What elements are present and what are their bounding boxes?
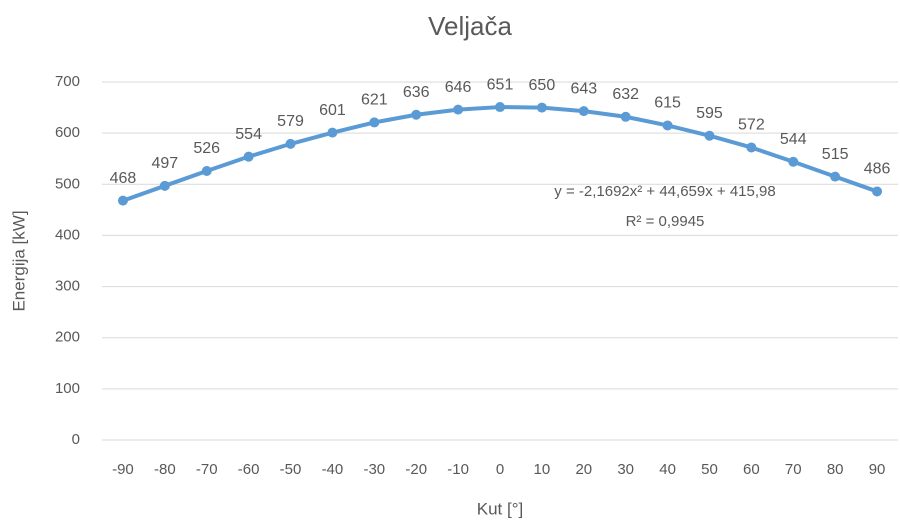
x-tick-label: -30 [363, 461, 385, 478]
x-tick-label: -50 [280, 461, 302, 478]
r-squared: R² = 0,9945 [626, 213, 705, 230]
data-point [872, 186, 883, 197]
data-label: 526 [193, 140, 220, 157]
data-point [704, 130, 715, 141]
data-label: 572 [738, 117, 765, 134]
data-label: 554 [235, 126, 262, 143]
data-label: 615 [654, 95, 681, 112]
x-tick-label: 20 [575, 461, 592, 478]
x-tick-label: 10 [534, 461, 551, 478]
x-tick-label: -60 [238, 461, 260, 478]
data-point [788, 156, 799, 167]
data-label: 486 [864, 161, 891, 178]
x-tick-label: 80 [827, 461, 844, 478]
x-tick-label: -70 [196, 461, 218, 478]
x-tick-label: 40 [659, 461, 676, 478]
y-tick-label: 100 [55, 380, 80, 397]
chart-title: Veljača [428, 11, 512, 41]
data-label: 636 [403, 84, 430, 101]
x-tick-label: 90 [869, 461, 886, 478]
x-tick-label: 50 [701, 461, 718, 478]
y-tick-label: 500 [55, 175, 80, 192]
y-tick-label: 200 [55, 329, 80, 346]
data-label: 646 [445, 79, 472, 96]
data-label: 650 [529, 77, 556, 94]
data-label: 632 [612, 86, 639, 103]
x-tick-label: 30 [617, 461, 634, 478]
data-label: 544 [780, 131, 807, 148]
x-tick-label: 70 [785, 461, 802, 478]
y-axis-label: Energija [kW] [9, 210, 28, 311]
y-tick-label: 600 [55, 124, 80, 141]
data-point [411, 109, 422, 120]
data-point [159, 180, 170, 191]
data-label: 601 [319, 102, 346, 119]
data-label: 497 [151, 155, 178, 172]
data-label: 643 [570, 80, 597, 97]
data-point [369, 117, 380, 128]
data-point [201, 165, 212, 176]
data-label: 651 [487, 76, 514, 93]
y-tick-label: 0 [72, 431, 80, 448]
data-point [578, 106, 589, 117]
data-point [536, 102, 547, 113]
data-point [830, 171, 841, 182]
data-label: 515 [822, 146, 849, 163]
data-label: 468 [110, 170, 137, 187]
data-point [285, 138, 296, 149]
data-point [662, 120, 673, 131]
trendline-equation: y = -2,1692x² + 44,659x + 415,98 [554, 183, 775, 200]
y-tick-label: 400 [55, 226, 80, 243]
data-point [495, 102, 505, 113]
data-label: 579 [277, 113, 304, 130]
data-point [453, 104, 464, 115]
x-tick-label: -10 [447, 461, 469, 478]
x-tick-label: -90 [112, 461, 134, 478]
x-tick-label: 60 [743, 461, 760, 478]
data-point [243, 151, 254, 162]
x-axis-label: Kut [°] [477, 499, 523, 518]
y-tick-label: 300 [55, 278, 80, 295]
data-point [620, 111, 631, 122]
data-label: 595 [696, 105, 723, 122]
data-point [746, 142, 757, 153]
data-point [117, 195, 128, 206]
y-tick-label: 700 [55, 73, 80, 90]
x-tick-label: -40 [322, 461, 344, 478]
x-tick-label: -20 [405, 461, 427, 478]
x-tick-label: -80 [154, 461, 176, 478]
data-label: 621 [361, 92, 388, 109]
data-point [327, 127, 338, 138]
x-tick-label: 0 [496, 461, 504, 478]
